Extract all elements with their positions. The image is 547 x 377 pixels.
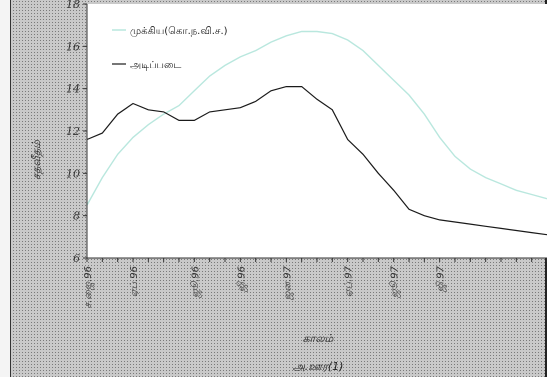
legend-label-base: அடிப்படை (130, 60, 181, 71)
y-tick-label: 12 (66, 125, 80, 138)
y-ticks: 6 8 10 12 14 16 18 (66, 0, 87, 265)
y-axis-title: சதவீதம் (30, 139, 44, 180)
x-tick-label: ஜூ.96 (189, 266, 202, 299)
x-tick-label: ச.ஜை.96 (83, 266, 95, 308)
x-tick-label: ஏப்.97 (344, 265, 355, 297)
x-ticks: ச.ஜை.96 ஏப்.96 ஜூ.96 ஜி.96 ஜன.97 ஏப்.97 ஜூ.97 ஜ… (83, 258, 547, 308)
legend: முக்கிய(கொ.ந.வி.ச.) அடிப்படை (112, 26, 228, 71)
x-tick-label: ஏப்.96 (129, 266, 140, 297)
y-tick-label: 16 (66, 40, 80, 53)
y-tick-label: 6 (73, 252, 80, 265)
series-layer (86, 30, 547, 236)
y-tick-label: 14 (66, 83, 80, 96)
series-line-0 (86, 30, 547, 206)
x-tick-label: ஜி.97 (436, 265, 448, 293)
series-line-1 (86, 86, 547, 236)
x-axis-title: காலம் (303, 332, 335, 345)
x-tick-label: ஜி.96 (236, 266, 248, 293)
plot-area (87, 4, 547, 258)
left-border-strip (0, 0, 11, 377)
y-tick-label: 10 (66, 167, 80, 180)
figure-caption: அ.ஊர(1) (293, 360, 344, 373)
legend-label-main: முக்கிய(கொ.ந.வி.ச.) (130, 26, 228, 37)
y-tick-label: 8 (73, 210, 80, 223)
y-tick-label: 18 (66, 0, 80, 11)
x-tick-label: ஜூ.97 (389, 265, 402, 298)
x-tick-label: ஜன.97 (282, 265, 294, 301)
